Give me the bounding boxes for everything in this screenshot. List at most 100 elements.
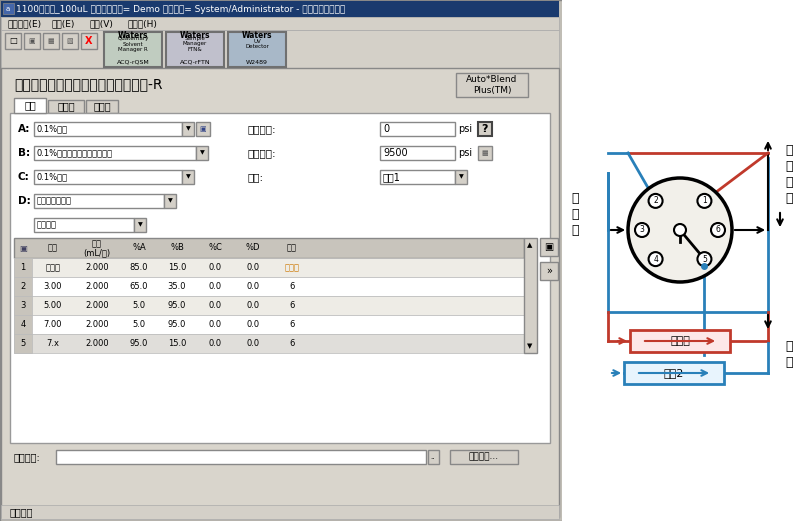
Text: 6: 6 — [289, 301, 295, 310]
Text: 0.0: 0.0 — [209, 263, 222, 272]
Circle shape — [697, 252, 712, 266]
Text: 0.0: 0.0 — [209, 320, 222, 329]
Bar — [380, 170, 455, 184]
Text: 0.0: 0.0 — [209, 301, 222, 310]
Bar — [34, 146, 196, 160]
Text: ヘルプ(H): ヘルプ(H) — [128, 19, 158, 28]
Text: 1: 1 — [702, 196, 707, 205]
Text: 6: 6 — [289, 282, 295, 291]
Text: ▧: ▧ — [67, 38, 73, 44]
Bar — [34, 122, 182, 136]
Bar — [14, 315, 524, 334]
Text: パス2: パス2 — [664, 368, 684, 378]
Text: 廃
液: 廃 液 — [785, 341, 793, 369]
Text: 35.0: 35.0 — [167, 282, 186, 291]
Text: ▼: ▼ — [199, 151, 204, 155]
Bar — [380, 146, 455, 160]
Circle shape — [649, 194, 662, 208]
Text: 2.000: 2.000 — [85, 282, 109, 291]
Text: 6: 6 — [289, 339, 295, 348]
Text: a: a — [6, 6, 10, 12]
Text: ▲: ▲ — [528, 242, 532, 248]
Text: 2.000: 2.000 — [85, 263, 109, 272]
Text: ポ
ン
プ: ポ ン プ — [571, 192, 579, 238]
Text: 95.0: 95.0 — [130, 339, 148, 348]
Text: 1: 1 — [21, 263, 26, 272]
Text: ▼: ▼ — [167, 199, 172, 204]
Text: シ
ス
テ
ム: シ ス テ ム — [785, 144, 793, 205]
Bar — [196, 146, 208, 160]
Bar — [182, 122, 194, 136]
Text: その他: その他 — [57, 102, 75, 111]
Bar — [14, 277, 524, 296]
Text: 変更なし: 変更なし — [37, 220, 57, 229]
Text: 4: 4 — [21, 320, 26, 329]
Bar — [456, 73, 528, 97]
Text: ▣: ▣ — [29, 38, 35, 44]
Text: 0.0: 0.0 — [246, 339, 260, 348]
Bar — [14, 238, 524, 258]
Text: 編集(E): 編集(E) — [52, 19, 76, 28]
Text: ACQ-rFTN: ACQ-rFTN — [179, 59, 210, 65]
Bar — [81, 33, 97, 49]
Text: 位置:: 位置: — [248, 172, 264, 182]
Text: 時間: 時間 — [48, 243, 58, 253]
Text: ▦: ▦ — [481, 150, 489, 156]
Text: 準備完了: 準備完了 — [10, 507, 33, 517]
Text: 3.00: 3.00 — [44, 282, 62, 291]
Text: ▼: ▼ — [458, 175, 463, 180]
Bar — [478, 146, 492, 160]
Bar — [540, 238, 558, 256]
Bar — [524, 238, 537, 353]
Text: 5.0: 5.0 — [132, 301, 146, 310]
Text: 最大圧力:: 最大圧力: — [248, 148, 277, 158]
Text: D:: D: — [18, 196, 31, 206]
Bar — [14, 334, 32, 353]
Bar — [104, 32, 162, 67]
Bar — [380, 122, 455, 136]
Text: 5: 5 — [702, 255, 707, 264]
Text: 5.0: 5.0 — [132, 320, 146, 329]
Bar — [1, 1, 559, 17]
Text: ▼: ▼ — [528, 343, 532, 349]
Text: A:: A: — [18, 124, 30, 134]
Text: 5: 5 — [21, 339, 26, 348]
Circle shape — [635, 223, 649, 237]
Bar — [56, 450, 426, 464]
Bar — [48, 100, 84, 113]
Text: パス１: パス１ — [670, 336, 690, 346]
Text: ▣: ▣ — [544, 242, 554, 252]
Bar — [34, 218, 134, 232]
Text: 詳細設定...: 詳細設定... — [469, 453, 499, 462]
Bar — [14, 258, 32, 277]
Text: □: □ — [9, 36, 17, 45]
Bar — [540, 262, 558, 280]
Text: 95.0: 95.0 — [168, 301, 186, 310]
Text: ACQ-rQSM: ACQ-rQSM — [116, 59, 149, 65]
Text: 0.0: 0.0 — [246, 320, 260, 329]
Text: %D: %D — [245, 243, 261, 253]
Text: B:: B: — [18, 148, 30, 158]
Bar — [14, 296, 524, 315]
Bar — [14, 296, 32, 315]
Text: 0.0: 0.0 — [246, 301, 260, 310]
Text: 0.0: 0.0 — [246, 282, 260, 291]
Text: データ: データ — [93, 102, 111, 111]
Text: 2: 2 — [21, 282, 26, 291]
Circle shape — [674, 224, 686, 236]
Text: 最小圧力:: 最小圧力: — [248, 124, 277, 134]
Bar — [1, 68, 559, 517]
Text: クォータナリソルベントマネージャ-R: クォータナリソルベントマネージャ-R — [14, 77, 163, 91]
Text: ▼: ▼ — [138, 222, 143, 228]
Text: 0.0: 0.0 — [246, 263, 260, 272]
Bar — [196, 122, 210, 136]
Text: psi: psi — [458, 148, 472, 158]
Text: ▼: ▼ — [186, 127, 190, 131]
Bar — [1, 17, 559, 30]
Text: 曲線: 曲線 — [287, 243, 297, 253]
Text: %C: %C — [208, 243, 222, 253]
Text: 全般: 全般 — [24, 101, 36, 110]
Text: パス1: パス1 — [383, 172, 401, 182]
Text: 0.1%ギ酸含有アセトニトリル: 0.1%ギ酸含有アセトニトリル — [37, 148, 113, 157]
Text: 6: 6 — [289, 320, 295, 329]
